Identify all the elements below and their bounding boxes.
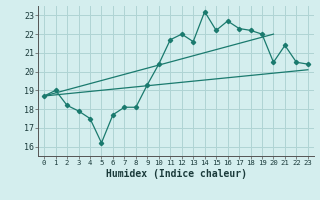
X-axis label: Humidex (Indice chaleur): Humidex (Indice chaleur) — [106, 169, 246, 179]
